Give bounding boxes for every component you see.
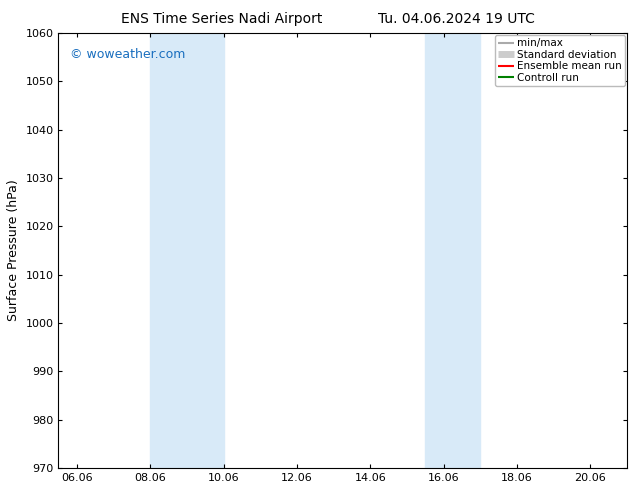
Text: Tu. 04.06.2024 19 UTC: Tu. 04.06.2024 19 UTC	[378, 12, 535, 26]
Bar	[150, 33, 224, 468]
Legend: min/max, Standard deviation, Ensemble mean run, Controll run: min/max, Standard deviation, Ensemble me…	[495, 35, 625, 86]
Y-axis label: Surface Pressure (hPa): Surface Pressure (hPa)	[7, 180, 20, 321]
Text: ENS Time Series Nadi Airport: ENS Time Series Nadi Airport	[121, 12, 323, 26]
Text: © woweather.com: © woweather.com	[70, 48, 185, 61]
Bar	[425, 33, 481, 468]
